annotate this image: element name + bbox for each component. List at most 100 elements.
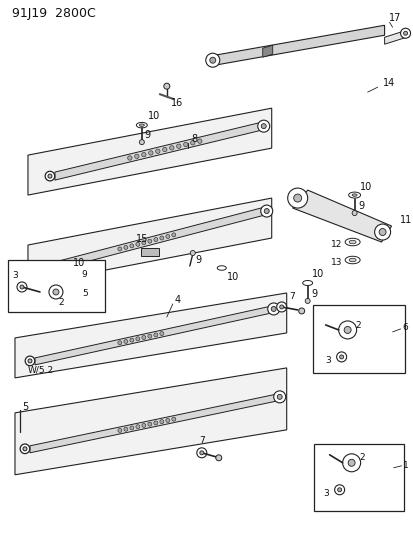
Ellipse shape <box>263 208 268 214</box>
Text: 16: 16 <box>171 98 183 108</box>
Polygon shape <box>55 122 261 180</box>
Text: 91J19  2800C: 91J19 2800C <box>12 7 95 20</box>
Ellipse shape <box>147 334 152 338</box>
Ellipse shape <box>141 152 146 157</box>
Polygon shape <box>35 306 271 365</box>
Text: 10: 10 <box>359 182 371 192</box>
Ellipse shape <box>171 417 176 421</box>
Ellipse shape <box>118 429 121 432</box>
Text: 2: 2 <box>355 321 361 330</box>
Ellipse shape <box>279 305 283 309</box>
Ellipse shape <box>23 447 27 451</box>
Text: 5: 5 <box>82 289 88 298</box>
Ellipse shape <box>273 391 285 403</box>
Ellipse shape <box>48 264 52 268</box>
Ellipse shape <box>162 147 166 152</box>
Ellipse shape <box>134 154 139 158</box>
Ellipse shape <box>135 243 140 246</box>
Polygon shape <box>55 207 264 270</box>
Ellipse shape <box>155 149 160 154</box>
Ellipse shape <box>142 241 145 245</box>
Ellipse shape <box>118 341 121 345</box>
Ellipse shape <box>205 53 219 67</box>
Ellipse shape <box>374 224 389 240</box>
Bar <box>312 305 404 373</box>
Ellipse shape <box>169 146 173 150</box>
Text: 5: 5 <box>22 402 28 412</box>
Ellipse shape <box>190 251 195 255</box>
Text: 7: 7 <box>198 437 204 445</box>
Ellipse shape <box>176 144 180 148</box>
Text: 9: 9 <box>195 255 202 265</box>
Ellipse shape <box>378 229 385 236</box>
Text: 4: 4 <box>174 295 180 305</box>
Ellipse shape <box>302 280 312 286</box>
Polygon shape <box>15 293 286 378</box>
Ellipse shape <box>49 285 63 299</box>
Text: 9: 9 <box>311 289 317 299</box>
Text: 3: 3 <box>325 357 331 366</box>
Text: 14: 14 <box>382 78 394 88</box>
Ellipse shape <box>276 302 286 312</box>
Ellipse shape <box>85 278 90 284</box>
Ellipse shape <box>298 308 304 314</box>
Polygon shape <box>262 45 272 57</box>
Text: 13: 13 <box>330 257 341 266</box>
Ellipse shape <box>45 171 55 181</box>
Text: 10: 10 <box>73 258 85 268</box>
Ellipse shape <box>190 141 195 145</box>
Ellipse shape <box>348 240 355 244</box>
Ellipse shape <box>123 245 128 249</box>
Text: 12: 12 <box>330 239 341 248</box>
Ellipse shape <box>164 83 169 89</box>
Ellipse shape <box>20 444 30 454</box>
Bar <box>313 444 403 511</box>
Ellipse shape <box>277 394 282 399</box>
Text: 1: 1 <box>402 461 408 470</box>
Text: 9: 9 <box>358 201 364 211</box>
Ellipse shape <box>287 188 307 208</box>
Ellipse shape <box>142 335 145 340</box>
Bar <box>140 248 159 256</box>
Ellipse shape <box>123 340 128 343</box>
Ellipse shape <box>20 285 24 289</box>
Ellipse shape <box>197 139 202 143</box>
Ellipse shape <box>130 426 133 430</box>
Text: 10: 10 <box>147 111 160 121</box>
Ellipse shape <box>123 427 128 431</box>
Ellipse shape <box>159 332 164 336</box>
Ellipse shape <box>271 306 275 311</box>
Ellipse shape <box>209 57 215 63</box>
Polygon shape <box>15 368 286 475</box>
Ellipse shape <box>293 194 301 202</box>
Ellipse shape <box>142 423 145 427</box>
Ellipse shape <box>135 425 140 429</box>
Ellipse shape <box>260 205 272 217</box>
Text: 9: 9 <box>145 130 151 140</box>
Ellipse shape <box>148 151 153 155</box>
Ellipse shape <box>339 355 343 359</box>
Ellipse shape <box>28 359 32 363</box>
Ellipse shape <box>348 192 360 198</box>
Ellipse shape <box>154 421 157 425</box>
Ellipse shape <box>136 123 147 128</box>
Ellipse shape <box>139 124 144 126</box>
Ellipse shape <box>147 239 152 243</box>
Polygon shape <box>28 198 271 285</box>
Text: 2: 2 <box>58 298 64 308</box>
Polygon shape <box>292 190 391 242</box>
Text: 17: 17 <box>388 13 400 23</box>
Ellipse shape <box>183 142 188 147</box>
Ellipse shape <box>159 419 164 424</box>
Ellipse shape <box>261 124 266 128</box>
Ellipse shape <box>159 236 164 240</box>
Ellipse shape <box>130 338 133 342</box>
Text: 3: 3 <box>12 271 18 280</box>
Ellipse shape <box>130 244 133 248</box>
Ellipse shape <box>166 235 169 238</box>
Ellipse shape <box>334 485 344 495</box>
Ellipse shape <box>338 321 356 339</box>
Text: 10: 10 <box>226 272 238 282</box>
Text: 2: 2 <box>359 453 364 462</box>
Polygon shape <box>214 25 384 65</box>
